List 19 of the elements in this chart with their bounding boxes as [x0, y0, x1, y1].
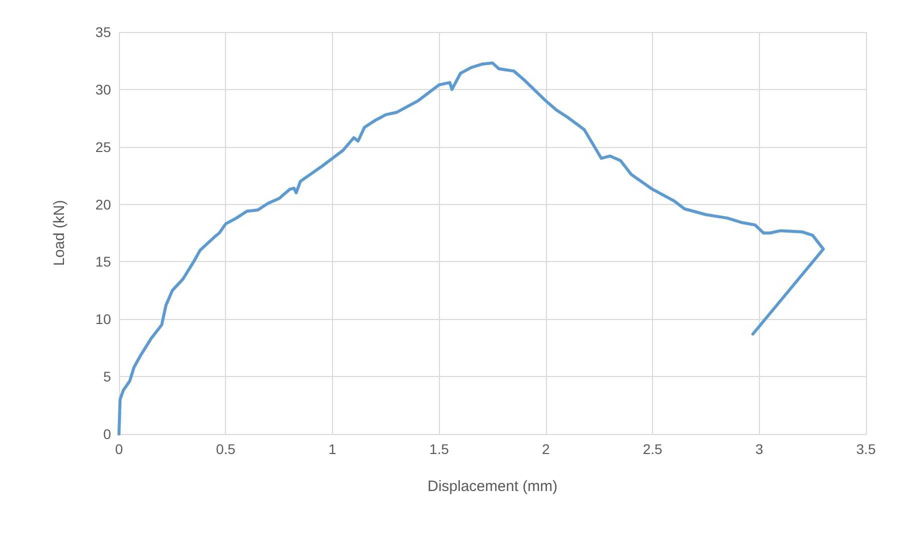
y-tick-label: 30	[95, 81, 112, 98]
y-axis-title: Load (kN)	[51, 200, 68, 266]
y-tick-label: 0	[103, 426, 112, 442]
y-tick-label: 5	[103, 368, 112, 385]
line-series	[118, 62, 825, 436]
y-tick-label: 25	[95, 138, 112, 155]
x-tick-label: 2	[542, 441, 550, 457]
x-tick-label: 0	[115, 441, 124, 457]
x-tick-label: 3	[755, 441, 764, 457]
x-tick-label: 1.5	[429, 441, 450, 457]
y-tick-label: 20	[95, 196, 112, 212]
x-tick-label: 0.5	[216, 441, 236, 457]
y-tick-label: 15	[95, 254, 112, 270]
y-tick-label: 10	[95, 311, 112, 328]
x-axis-title: Displacement (mm)	[427, 478, 558, 495]
x-tick-label: 1	[328, 441, 337, 457]
x-tick-label: 3.5	[856, 441, 876, 457]
x-tick-label: 2.5	[642, 441, 663, 457]
y-tick-label: 35	[95, 24, 112, 40]
